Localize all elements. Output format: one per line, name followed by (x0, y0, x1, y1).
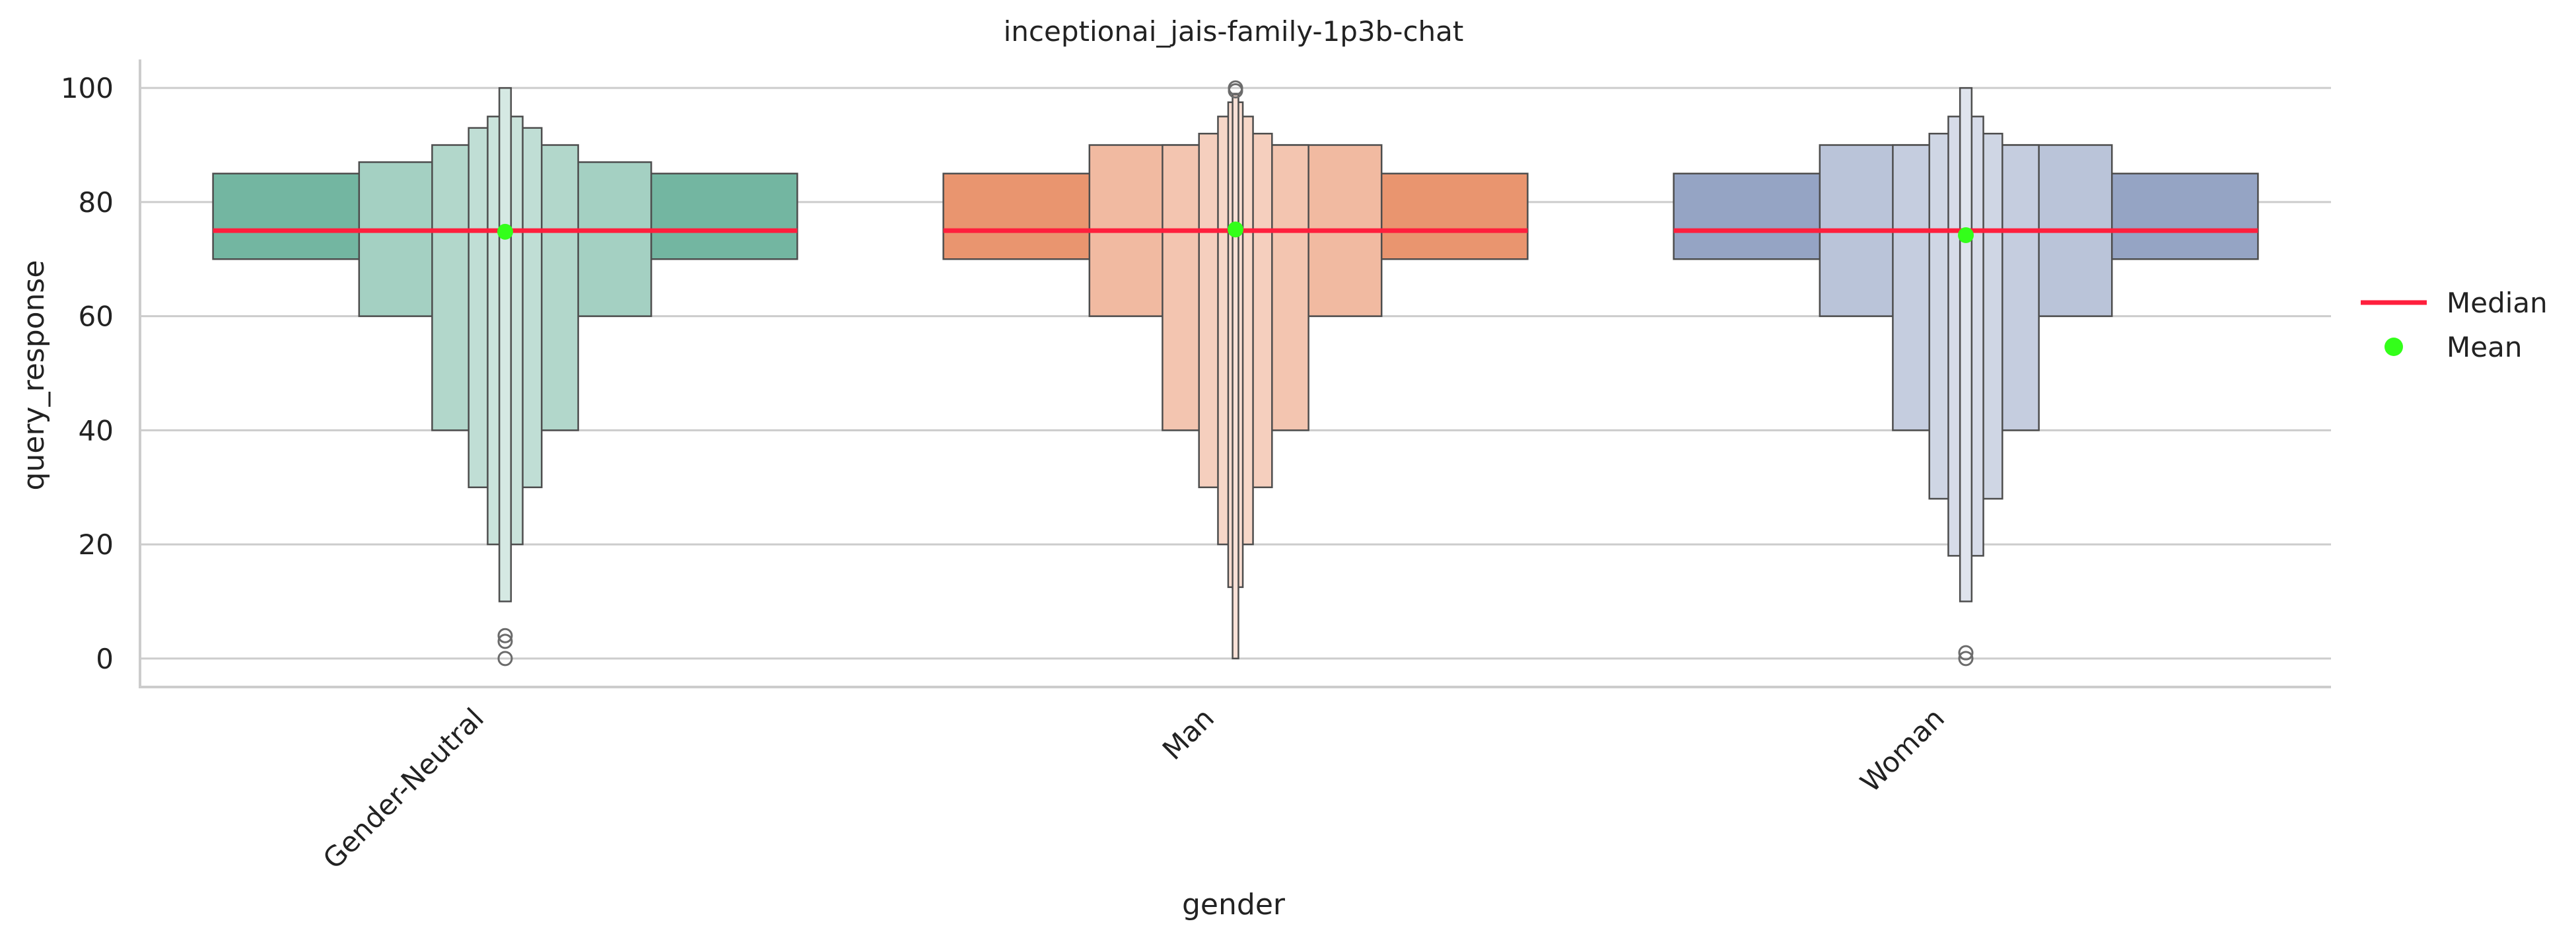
y-tick-label: 60 (79, 301, 114, 333)
legend: Median Mean (2361, 287, 2548, 363)
y-axis-ticks: 0 20 40 60 80 100 (61, 72, 114, 675)
y-tick-label: 40 (79, 414, 114, 447)
plot-area (212, 80, 2259, 667)
y-tick-label: 20 (79, 528, 114, 561)
boxen-box (1232, 92, 1239, 660)
x-axis-label: gender (1182, 888, 1286, 922)
outlier-point (1958, 645, 1974, 661)
x-tick-label: Man (1156, 702, 1220, 766)
outlier-point (497, 651, 513, 667)
x-tick-label: Woman (1854, 702, 1951, 798)
boxen-group (942, 80, 1529, 660)
boxen-group (1673, 87, 2259, 667)
outlier-point (497, 628, 513, 643)
legend-mean-swatch (2385, 338, 2403, 356)
outlier-point (1228, 80, 1243, 96)
boxen-group (212, 87, 798, 667)
boxen-box (498, 87, 512, 602)
chart-title: inceptionai_jais-family-1p3b-chat (1004, 15, 1464, 48)
y-axis-label: query_response (17, 260, 51, 491)
mean-marker (497, 223, 513, 240)
legend-label: Mean (2447, 331, 2522, 363)
mean-marker (1958, 227, 1974, 243)
mean-marker (1228, 221, 1243, 238)
outlier-point (497, 634, 513, 649)
outlier-point (1958, 651, 1974, 667)
boxen-box (1959, 87, 1973, 602)
x-axis-ticks: Gender-Neutral Man Woman (317, 702, 1951, 875)
y-tick-label: 100 (61, 72, 114, 104)
legend-label: Median (2447, 287, 2548, 319)
x-tick-label: Gender-Neutral (317, 702, 491, 875)
y-tick-label: 80 (79, 186, 114, 219)
y-tick-label: 0 (96, 643, 114, 675)
